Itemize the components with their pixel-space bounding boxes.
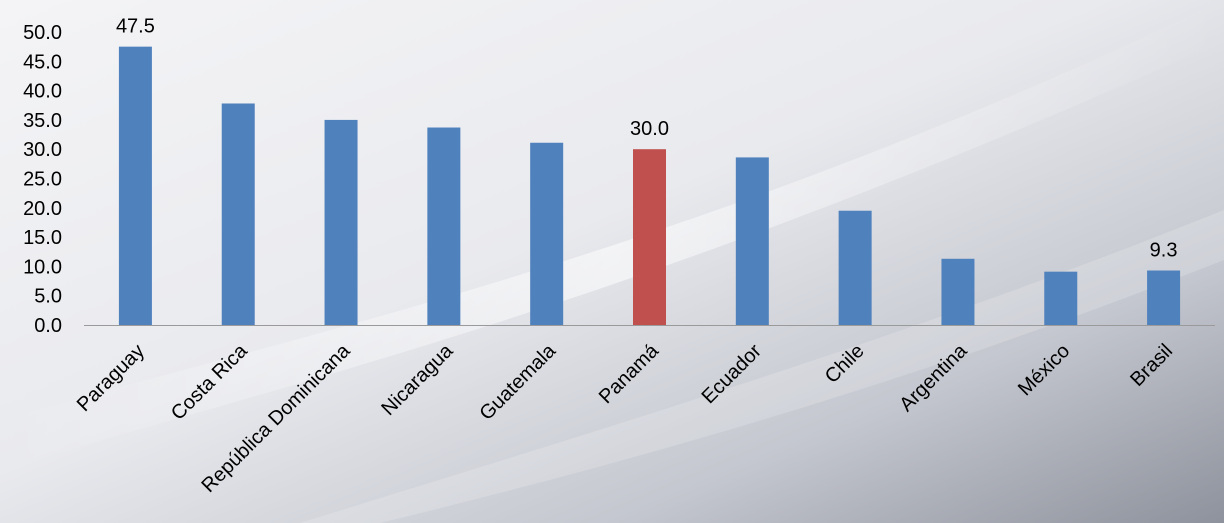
bar-8 — [941, 258, 975, 325]
y-tick-label: 45.0 — [23, 51, 62, 73]
y-tick-label: 50.0 — [23, 22, 62, 44]
bars-group — [118, 46, 1181, 326]
bar-3 — [427, 127, 461, 325]
bar-5 — [633, 149, 666, 325]
bar-2 — [324, 119, 358, 326]
data-labels-group: 47.5 30.0 9.3 — [116, 16, 1178, 262]
y-tick-label: 30.0 — [23, 139, 62, 161]
y-tick-label: 20.0 — [23, 198, 62, 220]
bar-0 — [118, 46, 152, 326]
y-tick-label: 40.0 — [23, 81, 62, 103]
bar-7 — [838, 210, 872, 325]
bar-4 — [530, 142, 564, 325]
y-axis-ticks: 0.0 5.0 10.0 15.0 20.0 25.0 30.0 35.0 40.0 45.0 50… — [23, 22, 62, 337]
background-swoosh — [0, 0, 1224, 470]
data-label-5: 30.0 — [630, 118, 669, 140]
y-tick-label: 25.0 — [23, 169, 62, 191]
bar-10 — [1147, 270, 1181, 325]
y-tick-label: 10.0 — [23, 256, 62, 278]
y-tick-label: 15.0 — [23, 227, 62, 249]
bar-6 — [735, 157, 769, 325]
bar-1 — [221, 103, 255, 325]
data-label-10: 9.3 — [1150, 240, 1178, 262]
y-tick-label: 0.0 — [34, 315, 62, 337]
bar-9 — [1044, 271, 1078, 325]
y-tick-label: 35.0 — [23, 110, 62, 132]
data-label-0: 47.5 — [116, 16, 155, 38]
y-tick-label: 5.0 — [34, 286, 62, 308]
